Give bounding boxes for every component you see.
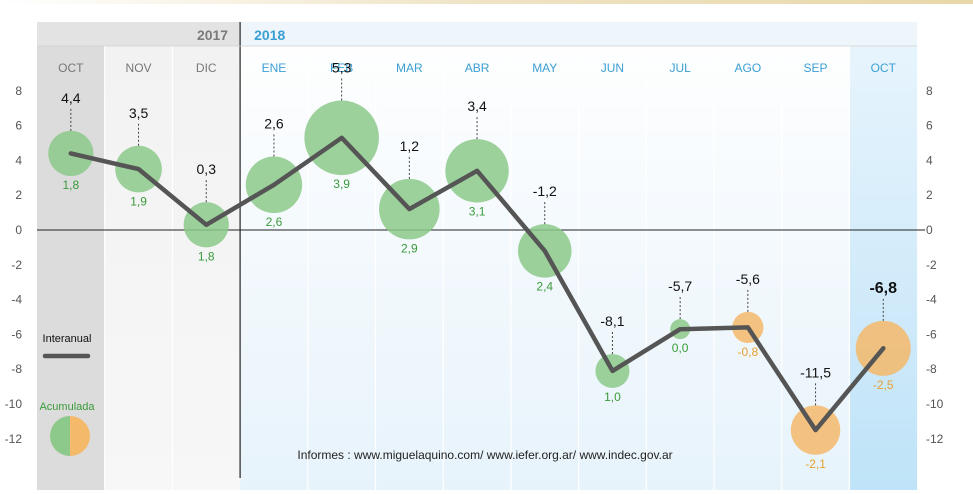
interanual-point [475, 169, 479, 173]
header-2017-band [37, 22, 241, 46]
y-tick-label-right: 4 [926, 153, 933, 167]
legend-acumulada-swatch [50, 416, 90, 456]
month-label: MAR [396, 61, 423, 75]
interanual-data-label: -5,7 [668, 278, 692, 294]
interanual-point [272, 183, 276, 187]
legend-swatch-positive-half [50, 416, 70, 456]
y-tick-label-left: -10 [5, 397, 23, 411]
interanual-point [543, 249, 547, 253]
legend: Interanual Acumulada [39, 333, 95, 456]
legend-swatch-negative-half [70, 416, 90, 456]
interanual-point [881, 346, 885, 350]
y-tick-label-left: -8 [11, 362, 22, 376]
y-tick-label-left: 0 [15, 223, 22, 237]
acumulada-data-label: 1,0 [604, 390, 621, 404]
interanual-data-label: -1,2 [533, 183, 557, 199]
y-tick-label-right: 8 [926, 84, 933, 98]
interanual-data-label: 5,3 [332, 59, 352, 75]
acumulada-data-label: 1,8 [63, 178, 80, 192]
month-labels: OCT NOV DIC ENE FEB MAR ABR MAY JUN JUL AGO SEP OCT [58, 61, 896, 75]
acumulada-data-label: -2,5 [873, 378, 894, 392]
interanual-point [746, 325, 750, 329]
acumulada-data-label: 1,8 [198, 249, 215, 263]
acumulada-data-label: 2,9 [401, 241, 418, 255]
grid-lines [37, 22, 926, 490]
interanual-data-label: -5,6 [736, 271, 760, 287]
y-tick-label-right: -10 [926, 397, 944, 411]
month-label: SEP [804, 61, 828, 75]
y-axis-right: 8 6 4 2 0 -2 -4 -6 -8 -10 -12 [926, 84, 944, 446]
interanual-point [678, 327, 682, 331]
y-tick-label-left: -12 [5, 432, 23, 446]
acumulada-data-label: 1,9 [130, 194, 147, 208]
interanual-data-label: -11,5 [800, 364, 831, 380]
y-tick-label-left: 6 [15, 119, 22, 133]
y-tick-label-right: 6 [926, 119, 933, 133]
month-label: NOV [126, 61, 152, 75]
year-header: 2017 2018 [197, 27, 286, 43]
y-tick-label-right: -12 [926, 432, 944, 446]
data-labels: 4,4 1,8 3,5 1,9 0,3 1,8 2,6 2,6 5,3 3,9 1,2 2,9 3,4 3… [61, 59, 897, 470]
legend-acumulada-label: Acumulada [39, 401, 95, 413]
y-tick-label-right: -4 [926, 293, 937, 307]
y-tick-label-right: 0 [926, 223, 933, 237]
y-axis-left: 8 6 4 2 0 -2 -4 -6 -8 -10 -12 [5, 84, 23, 446]
month-label: FEB [330, 61, 353, 75]
bg-last-column [849, 22, 918, 490]
y-tick-label-left: 4 [15, 153, 22, 167]
year-label-2017: 2017 [197, 27, 228, 43]
month-label: DIC [196, 61, 217, 75]
month-label: JUN [601, 61, 624, 75]
interanual-point [814, 428, 818, 432]
interanual-data-label: 3,5 [129, 105, 149, 121]
interanual-point [137, 167, 141, 171]
interanual-data-label: 1,2 [400, 138, 420, 154]
y-tick-label-left: -6 [11, 327, 22, 341]
interanual-data-label: 4,4 [61, 90, 81, 106]
interanual-point [69, 151, 73, 155]
y-tick-label-left: 8 [15, 84, 22, 98]
acumulada-data-label: 3,9 [333, 177, 350, 191]
interanual-point [407, 207, 411, 211]
interanual-data-label: -6,8 [869, 280, 897, 297]
month-label: MAY [532, 61, 557, 75]
month-label: OCT [871, 61, 897, 75]
interanual-data-label: -8,1 [600, 313, 624, 329]
acumulada-data-label: 3,1 [469, 205, 486, 219]
interanual-line [68, 135, 886, 433]
month-label: AGO [735, 61, 762, 75]
month-label: JUL [669, 61, 691, 75]
top-accent-bar [0, 0, 973, 4]
interanual-data-label: 3,4 [467, 98, 487, 114]
acumulada-data-label: -2,1 [805, 457, 826, 471]
y-tick-label-right: -2 [926, 258, 937, 272]
acumulada-data-label: 2,4 [536, 280, 553, 294]
chart-backgrounds [37, 22, 918, 490]
month-label: OCT [58, 61, 84, 75]
interanual-data-label: 2,6 [264, 116, 284, 132]
month-label: ENE [262, 61, 287, 75]
y-tick-label-left: -2 [11, 258, 22, 272]
y-tick-label-right: -6 [926, 327, 937, 341]
acumulada-data-label: 0,0 [672, 341, 689, 355]
y-tick-label-left: 2 [15, 188, 22, 202]
acumulada-data-label: 2,6 [266, 215, 283, 229]
y-tick-label-right: -8 [926, 362, 937, 376]
header-2018-band [240, 22, 918, 46]
interanual-point [204, 223, 208, 227]
interanual-data-label: 0,3 [197, 161, 217, 177]
source-note: Informes : www.miguelaquino.com/ www.ief… [297, 448, 672, 462]
y-tick-label-right: 2 [926, 188, 933, 202]
y-tick-label-left: -4 [11, 293, 22, 307]
bg-first-column [37, 22, 105, 490]
year-label-2018: 2018 [254, 27, 285, 43]
legend-interanual-label: Interanual [43, 333, 92, 345]
interanual-point [340, 136, 344, 140]
interanual-point [610, 369, 614, 373]
month-label: ABR [465, 61, 490, 75]
acumulada-data-label: -0,8 [738, 345, 759, 359]
